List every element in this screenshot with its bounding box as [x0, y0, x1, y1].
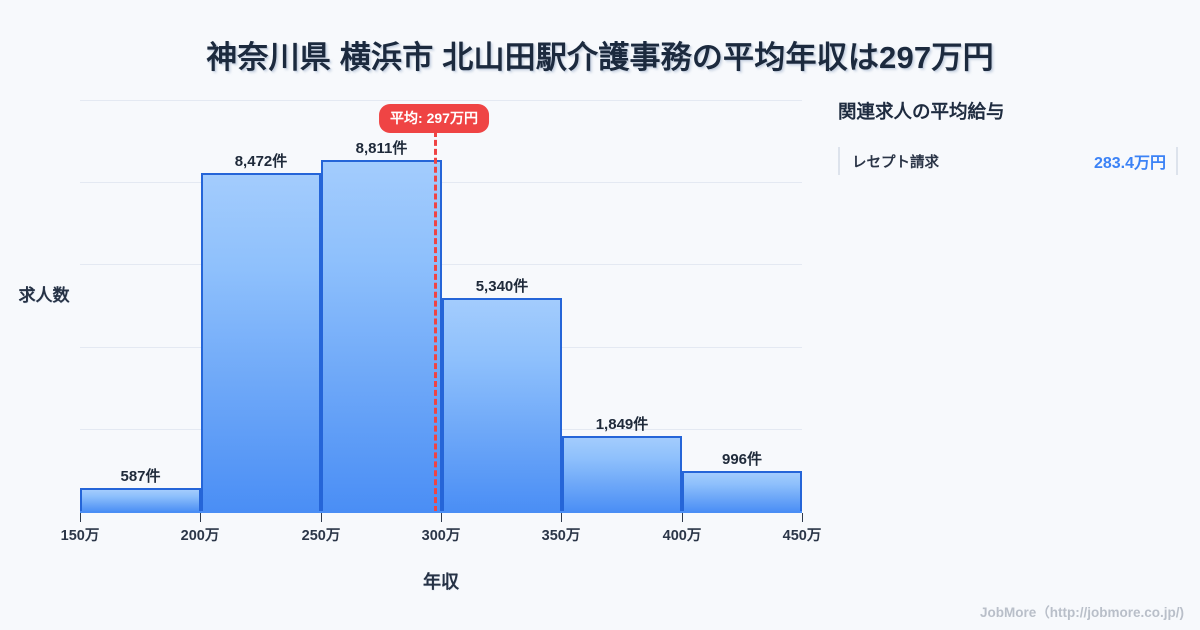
x-tick: [441, 513, 442, 522]
bar-350-400[interactable]: [562, 436, 682, 512]
x-axis-line: [80, 511, 802, 513]
footer-credit: JobMore（http://jobmore.co.jp/): [980, 605, 1184, 620]
x-tick-label: 450万: [782, 528, 822, 544]
x-tick-label: 300万: [421, 528, 461, 544]
bar-200-250[interactable]: [201, 173, 321, 512]
x-tick: [802, 513, 803, 522]
y-axis-title: 求人数: [18, 286, 70, 305]
bar-value-label: 1,849件: [595, 416, 649, 433]
bar-value-label: 5,340件: [475, 278, 529, 295]
related-salary-panel: 関連求人の平均給与 レセプト請求 283.4万円: [838, 98, 1178, 176]
average-badge: 平均: 297万円: [379, 104, 489, 133]
bar-300-350[interactable]: [442, 298, 562, 512]
x-tick-label: 200万: [180, 528, 220, 544]
x-tick: [200, 513, 201, 522]
histogram-chart: 587件 8,472件 8,811件 5,340件 1,849件 996件 平均…: [18, 100, 821, 592]
x-tick: [682, 513, 683, 522]
x-axis-title: 年収: [423, 572, 459, 592]
bar-250-300[interactable]: [321, 160, 442, 512]
list-item[interactable]: レセプト請求 283.4万円: [838, 146, 1178, 176]
x-tick-label: 150万: [60, 528, 100, 544]
bar-value-label: 587件: [120, 468, 161, 485]
x-tick-label: 250万: [301, 528, 341, 544]
average-line: [434, 131, 437, 512]
bar-value-label: 8,472件: [234, 153, 288, 170]
x-tick-label: 350万: [541, 528, 581, 544]
gridline: [80, 100, 802, 101]
x-tick: [561, 513, 562, 522]
bar-value-label: 8,811件: [355, 140, 408, 157]
x-tick: [321, 513, 322, 522]
x-tick: [80, 513, 81, 522]
x-tick-label: 400万: [662, 528, 702, 544]
bar-400-450[interactable]: [682, 471, 802, 512]
related-salary-title: 関連求人の平均給与: [838, 101, 1005, 122]
salary-item-value: 283.4万円: [1093, 155, 1166, 172]
page-title: 神奈川県 横浜市 北山田駅介護事務の平均年収は297万円: [206, 40, 994, 75]
salary-item-name: レセプト請求: [852, 154, 939, 171]
bar-150-200[interactable]: [80, 488, 201, 512]
bar-value-label: 996件: [721, 451, 763, 468]
